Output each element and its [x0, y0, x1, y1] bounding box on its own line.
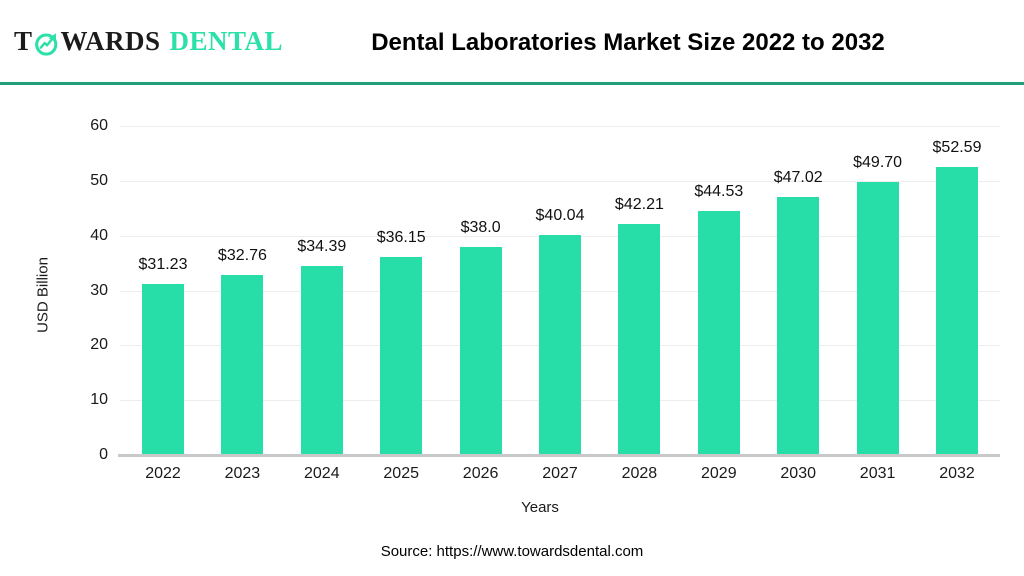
bar-2023 [221, 275, 264, 454]
y-tick-label: 20 [90, 336, 108, 354]
y-axis-title: USD Billion [34, 257, 52, 333]
bar-2024 [300, 266, 343, 454]
x-tick-label: 2025 [383, 465, 419, 482]
y-tick-label: 60 [90, 117, 108, 134]
bar-value-label: $47.02 [773, 169, 823, 187]
x-tick-label: 2030 [780, 465, 816, 482]
bar-value-label: $31.23 [138, 255, 188, 273]
x-axis-line [118, 454, 1000, 457]
x-tick-label: 2024 [304, 465, 340, 482]
bar-value-label: $40.04 [535, 207, 585, 225]
bar-value-label: $36.15 [376, 228, 426, 246]
bar-2029 [697, 210, 740, 454]
bar-2032 [936, 166, 978, 454]
bar-value-label: $38.0 [460, 218, 501, 236]
x-axis-title: Years [521, 499, 559, 516]
y-tick-label: 40 [90, 226, 108, 244]
x-tick-label: 2031 [859, 465, 896, 482]
source-text: Source: https://www.towardsdental.com [380, 543, 644, 560]
bar-value-label: $52.59 [932, 138, 982, 156]
y-tick-label: 50 [90, 171, 108, 189]
gridline-y-60 [120, 126, 1000, 127]
bar-value-label: $49.70 [853, 154, 903, 172]
bar-2022 [142, 283, 184, 454]
y-tick-label: 30 [90, 281, 108, 299]
bar-2031 [856, 182, 899, 454]
logo-text-brand: DENTAL [169, 26, 284, 56]
header-divider [0, 82, 1024, 85]
trend-arrow-circle-icon [34, 30, 60, 56]
x-tick-label: 2027 [542, 465, 578, 482]
x-tick-label: 2023 [224, 465, 261, 482]
towards-dental-logo: T WARDS DENTAL [14, 26, 283, 57]
logo-text-prefix: T [14, 26, 33, 56]
x-tick-label: 2032 [939, 465, 975, 482]
y-tick-label: 10 [90, 391, 108, 409]
bar-2027 [539, 235, 581, 454]
logo-text-middle: WARDS [60, 26, 161, 56]
bar-2030 [777, 197, 820, 454]
bar-2028 [618, 223, 661, 454]
bar-value-label: $44.53 [694, 182, 744, 200]
y-tick-label: 0 [99, 446, 108, 463]
x-tick-label: 2022 [145, 465, 181, 482]
bar-2026 [459, 246, 502, 454]
bar-value-label: $42.21 [614, 195, 664, 213]
bar-value-label: $32.76 [217, 247, 267, 265]
gridline-y-50 [120, 180, 1000, 182]
x-tick-label: 2028 [621, 465, 658, 482]
x-tick-label: 2026 [462, 465, 499, 482]
bar-value-label: $34.39 [297, 238, 347, 256]
x-tick-label: 2029 [701, 465, 737, 482]
page-title: Dental Laboratories Market Size 2022 to … [371, 29, 885, 56]
bar-2025 [380, 256, 423, 454]
